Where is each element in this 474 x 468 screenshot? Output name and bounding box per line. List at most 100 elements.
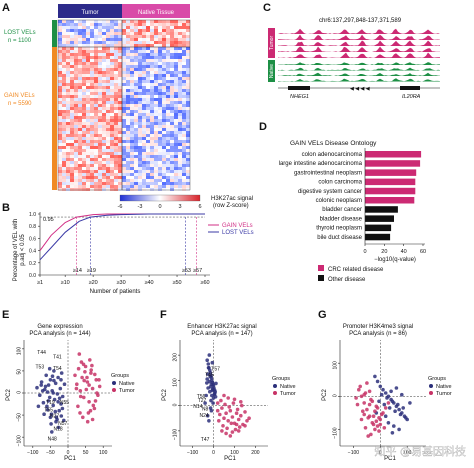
heatmap-cell [134, 77, 138, 80]
e-native-point [51, 403, 55, 408]
heatmap-cell [70, 41, 74, 44]
heatmap-cell [66, 62, 70, 65]
heatmap-cell [94, 125, 98, 128]
heatmap-cell [162, 137, 166, 140]
heatmap-cell [114, 179, 118, 182]
heatmap-cell [118, 74, 122, 77]
heatmap-cell [174, 47, 178, 50]
heatmap-cell [150, 146, 154, 149]
heatmap-cell [114, 77, 118, 80]
heatmap-cell [90, 68, 94, 71]
heatmap-cell [162, 53, 166, 56]
g-tumor-point [382, 426, 387, 430]
heatmap-cell [142, 155, 146, 158]
heatmap-cell [114, 68, 118, 71]
heatmap-cell [174, 86, 178, 89]
heatmap-cell [110, 68, 114, 71]
heatmap-cell [86, 185, 90, 188]
heatmap-cell [94, 152, 98, 155]
heatmap-cell [186, 56, 190, 59]
g-native-point [383, 391, 388, 395]
heatmap-cell [162, 29, 166, 32]
heatmap-cell [70, 65, 74, 68]
heatmap-cell [162, 20, 166, 23]
heatmap-cell [170, 56, 174, 59]
heatmap-cell [162, 161, 166, 164]
heatmap-cell [178, 110, 182, 113]
heatmap-cell [182, 71, 186, 74]
heatmap-cell [162, 77, 166, 80]
heatmap-cell [106, 110, 110, 113]
heatmap-cell [142, 86, 146, 89]
b-marker-label: ≥53 [182, 268, 191, 274]
heatmap-cell [170, 62, 174, 65]
heatmap-cell [82, 134, 86, 137]
heatmap-cell [98, 170, 102, 173]
heatmap-cell [146, 161, 150, 164]
heatmap-cell [166, 56, 170, 59]
heatmap-cell [166, 134, 170, 137]
heatmap-cell [86, 92, 90, 95]
e-native-point [52, 397, 57, 402]
heatmap-cell [162, 140, 166, 143]
colorbar-tick-label: -6 [118, 204, 123, 210]
heatmap-cell [166, 92, 170, 95]
heatmap-cell [58, 92, 62, 95]
heatmap-cell [126, 116, 130, 119]
heatmap-cell [86, 179, 90, 182]
heatmap-cell [178, 23, 182, 26]
heatmap-cell [126, 143, 130, 146]
heatmap-cell [142, 107, 146, 110]
heatmap-cell [146, 20, 150, 23]
heatmap-cell [98, 152, 102, 155]
heatmap-cell [166, 167, 170, 170]
heatmap-cell [82, 77, 86, 80]
heatmap-cell [102, 119, 106, 122]
heatmap-cell [162, 80, 166, 83]
heatmap-cell [166, 44, 170, 47]
heatmap-cell [186, 47, 190, 50]
heatmap-cell [74, 41, 78, 44]
heatmap-cell [58, 173, 62, 176]
heatmap-cell [142, 23, 146, 26]
heatmap-cell [126, 149, 130, 152]
heatmap-cell [82, 158, 86, 161]
heatmap-cell [70, 143, 74, 146]
lost-row-bar [52, 20, 57, 47]
heatmap-cell [62, 98, 66, 101]
heatmap-cell [86, 188, 90, 191]
heatmap-cell [150, 20, 154, 23]
heatmap-cell [166, 20, 170, 23]
tumor-track-label: Tumor [269, 36, 275, 51]
e-native-point [48, 378, 53, 382]
heatmap-cell [182, 119, 186, 122]
heatmap-cell [154, 188, 158, 191]
heatmap-cell [130, 170, 134, 173]
heatmap-cell [90, 125, 94, 128]
heatmap-cell [114, 140, 118, 143]
heatmap-cell [154, 170, 158, 173]
heatmap-cell [162, 101, 166, 104]
heatmap-cell [186, 182, 190, 185]
heatmap-cell [126, 152, 130, 155]
heatmap-cell [174, 167, 178, 170]
heatmap-cell [162, 158, 166, 161]
heatmap-cell [126, 185, 130, 188]
heatmap-cell [106, 23, 110, 26]
heatmap-cell [78, 38, 82, 41]
heatmap-cell [102, 128, 106, 131]
heatmap-cell [86, 131, 90, 134]
heatmap-cell [74, 176, 78, 179]
heatmap-cell [178, 185, 182, 188]
heatmap-cell [166, 182, 170, 185]
g-xlabel: PC1 [384, 456, 396, 462]
heatmap-cell [166, 116, 170, 119]
heatmap-cell [74, 125, 78, 128]
heatmap-cell [134, 47, 138, 50]
b-legend-lost: LOST VELs [222, 230, 254, 236]
heatmap-cell [154, 179, 158, 182]
heatmap-cell [114, 113, 118, 116]
heatmap-cell [130, 74, 134, 77]
heatmap-cell [158, 149, 162, 152]
heatmap-cell [166, 23, 170, 26]
